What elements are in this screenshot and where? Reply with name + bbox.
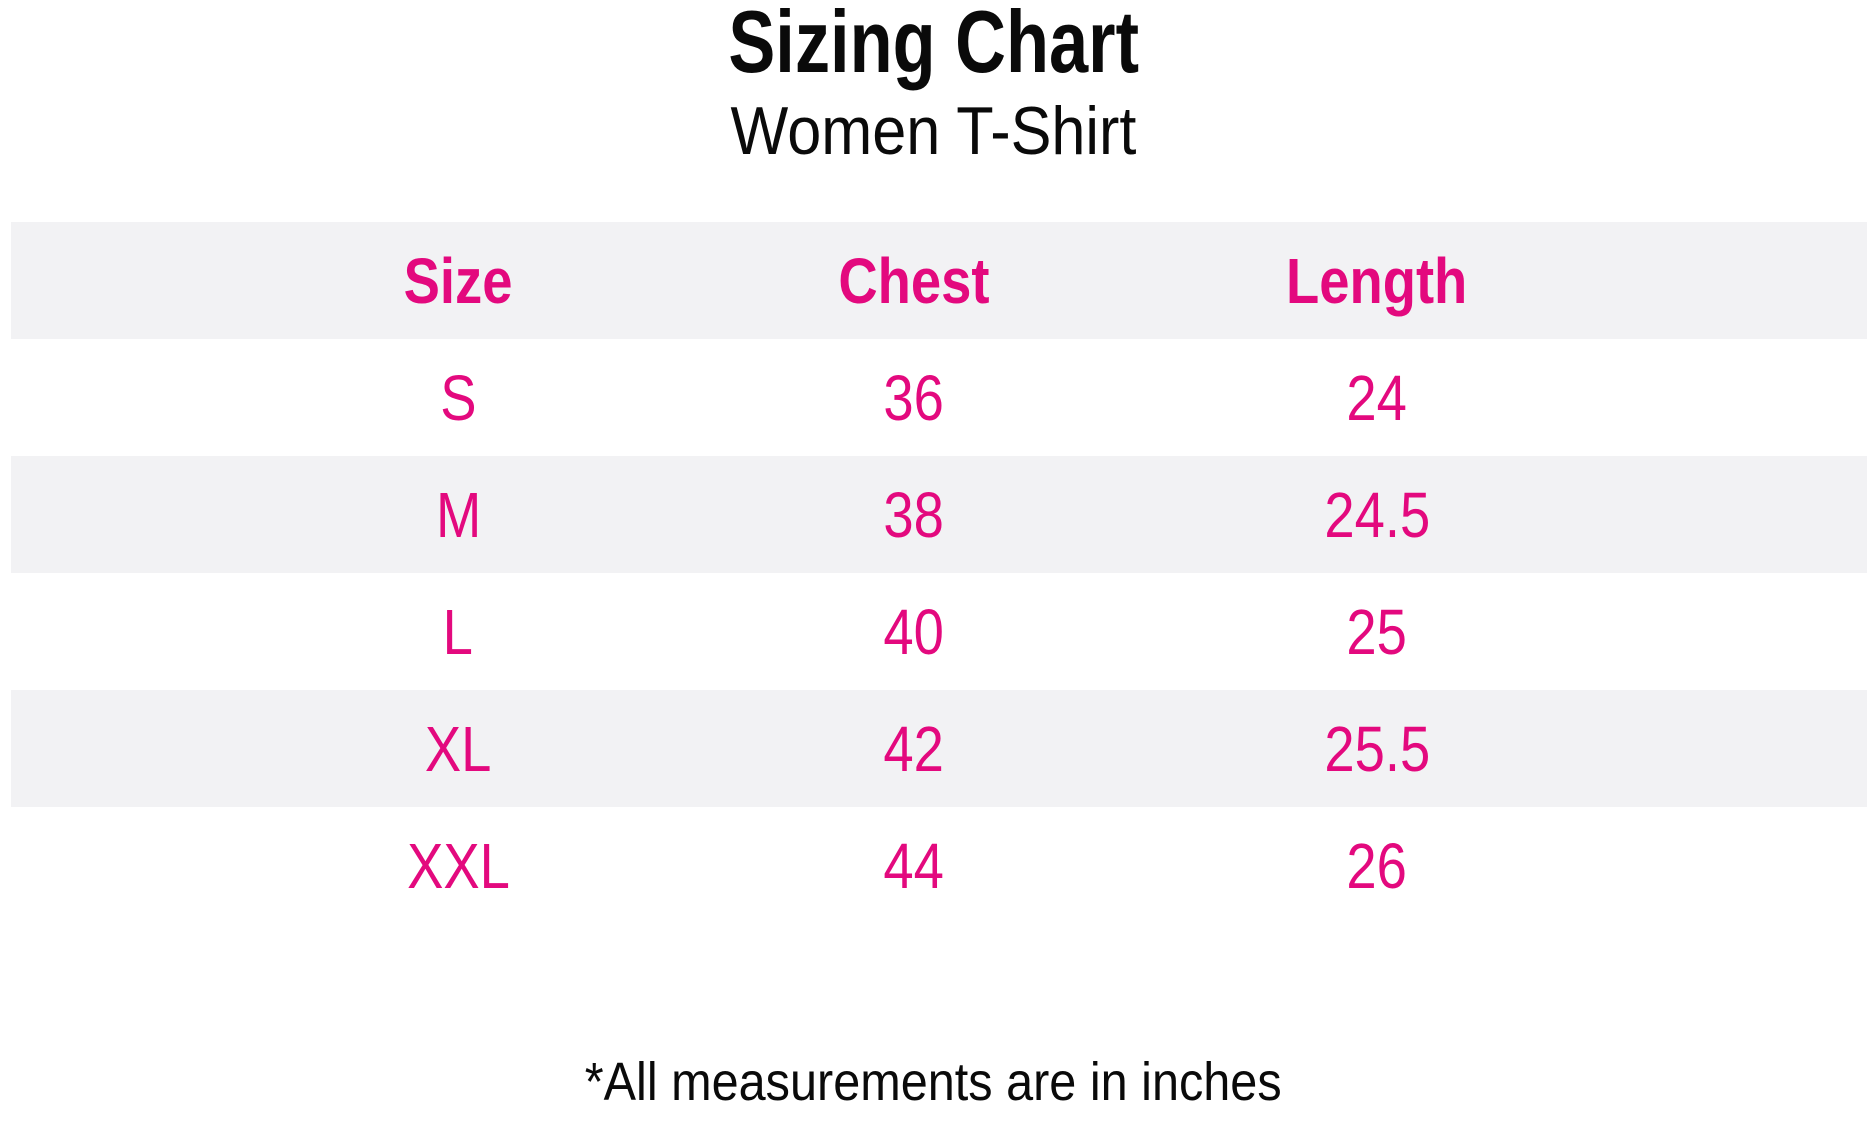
cell-chest: 38 <box>687 478 1142 552</box>
header-cell-length: Length <box>1141 244 1612 318</box>
length-value: 24 <box>1346 361 1408 434</box>
page-subtitle: Women T-Shirt <box>0 95 1867 167</box>
cell-chest: 36 <box>687 361 1142 435</box>
chest-value: 36 <box>883 361 945 434</box>
size-value: XL <box>425 712 492 785</box>
page-title-text: Sizing Chart <box>728 0 1139 91</box>
measurements-footnote: *All measurements are in inches <box>0 1050 1867 1114</box>
measurements-footnote-text: *All measurements are in inches <box>585 1052 1282 1112</box>
chest-value: 40 <box>883 595 945 668</box>
header-cell-chest: Chest <box>687 244 1142 318</box>
header-length-label: Length <box>1286 244 1468 317</box>
cell-length: 24.5 <box>1141 478 1612 552</box>
length-value: 24.5 <box>1324 478 1430 551</box>
page-subtitle-text: Women T-Shirt <box>730 93 1137 169</box>
header-chest-label: Chest <box>838 244 990 317</box>
table-row-l: L 40 25 <box>11 573 1867 690</box>
chest-value: 38 <box>883 478 945 551</box>
table-row-s: S 36 24 <box>11 339 1867 456</box>
chest-value: 44 <box>883 829 945 902</box>
cell-length: 26 <box>1141 829 1612 903</box>
cell-length: 25 <box>1141 595 1612 669</box>
page-title: Sizing Chart <box>0 0 1867 94</box>
header-cell-size: Size <box>230 244 687 318</box>
cell-chest: 40 <box>687 595 1142 669</box>
table-header-row: Size Chest Length <box>11 222 1867 339</box>
cell-size: XXL <box>230 829 687 903</box>
table-row-xl: XL 42 25.5 <box>11 690 1867 807</box>
length-value: 26 <box>1346 829 1408 902</box>
sizing-table: Size Chest Length S 36 24 M <box>11 222 1867 924</box>
length-value: 25 <box>1346 595 1408 668</box>
size-value: XXL <box>406 829 510 902</box>
cell-chest: 44 <box>687 829 1142 903</box>
cell-chest: 42 <box>687 712 1142 786</box>
length-value: 25.5 <box>1324 712 1430 785</box>
cell-length: 24 <box>1141 361 1612 435</box>
table-row-m: M 38 24.5 <box>11 456 1867 573</box>
size-value: M <box>435 478 481 551</box>
cell-size: S <box>230 361 687 435</box>
cell-size: XL <box>230 712 687 786</box>
cell-size: M <box>230 478 687 552</box>
size-value: S <box>440 361 477 434</box>
cell-length: 25.5 <box>1141 712 1612 786</box>
chest-value: 42 <box>883 712 945 785</box>
table-row-xxl: XXL 44 26 <box>11 807 1867 924</box>
cell-size: L <box>230 595 687 669</box>
size-value: L <box>443 595 474 668</box>
header-size-label: Size <box>403 244 513 317</box>
